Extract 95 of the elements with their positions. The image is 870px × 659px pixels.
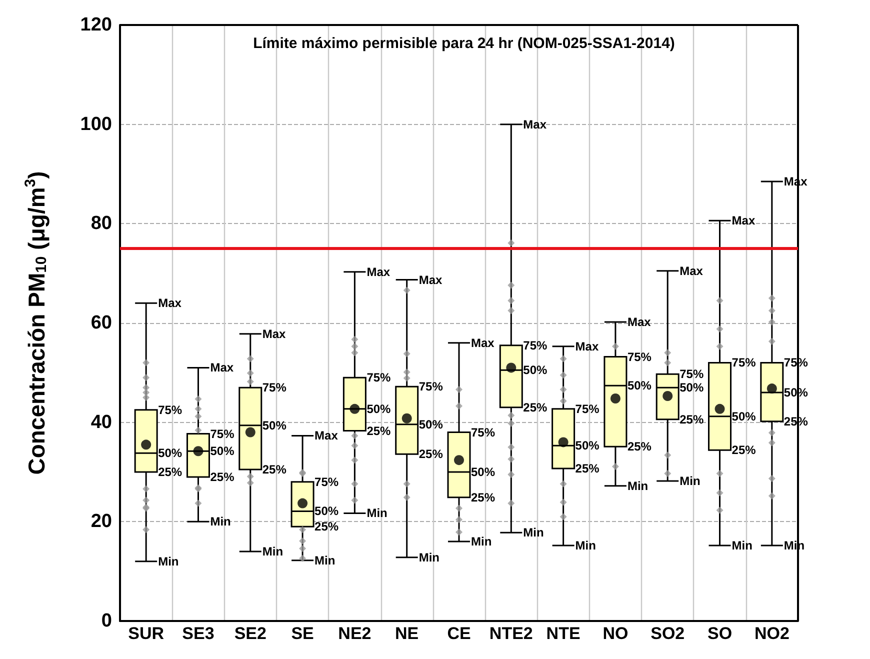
point xyxy=(506,362,516,373)
annotation: 50% xyxy=(627,378,652,393)
y-tick-label: 20 xyxy=(90,511,112,532)
x-tick-label: NE xyxy=(395,624,419,643)
point xyxy=(402,413,412,424)
point xyxy=(714,404,725,414)
annotation: Max xyxy=(418,272,443,287)
annotation: 75% xyxy=(314,474,339,489)
annotation: Min xyxy=(575,538,596,553)
annotation: 75% xyxy=(680,367,704,382)
annotation: 75% xyxy=(471,425,496,440)
point xyxy=(141,440,152,450)
point xyxy=(245,427,256,438)
y-tick-label: 120 xyxy=(80,14,112,36)
annotation: 50% xyxy=(523,363,548,378)
x-tick-label: NO2 xyxy=(754,624,790,643)
annotation: Max xyxy=(471,336,495,350)
annotation: Min xyxy=(418,550,440,564)
annotation: 25% xyxy=(366,424,392,438)
annotation: Min xyxy=(366,506,388,520)
annotation: 25% xyxy=(732,443,756,458)
x-tick-label: SO2 xyxy=(650,624,685,643)
x-tick-label: SE xyxy=(291,624,314,643)
annotation: Max xyxy=(732,214,756,228)
annotation: 25% xyxy=(680,412,704,426)
x-tick-label: SE2 xyxy=(234,624,266,643)
annotation: 25% xyxy=(262,462,287,477)
annotation: Min xyxy=(523,526,544,540)
annotation: Max xyxy=(366,264,390,279)
x-tick-label: SUR xyxy=(128,624,164,643)
point xyxy=(610,393,620,404)
text: Límite máximo permisible para 24 hr (NOM-025-SSA1-2014) xyxy=(253,35,675,52)
annotation: 75% xyxy=(262,380,287,395)
x-tick-label: CE xyxy=(447,624,471,643)
annotation: Max xyxy=(314,428,338,443)
x-tick-label: SO xyxy=(707,624,732,643)
point xyxy=(350,404,360,414)
point xyxy=(454,455,464,466)
point xyxy=(193,446,204,456)
x-tick-label: SE3 xyxy=(182,624,214,643)
annotation: Max xyxy=(262,326,286,341)
annotation: 75% xyxy=(366,370,392,385)
annotation: 75% xyxy=(523,338,548,352)
annotation: 75% xyxy=(732,356,756,370)
annotation: 75% xyxy=(210,426,235,441)
annotation: Max xyxy=(210,360,234,375)
annotation: 25% xyxy=(210,470,235,484)
annotation: 50% xyxy=(575,438,600,453)
annotation: 25% xyxy=(418,447,444,462)
annotation: Min xyxy=(680,474,700,488)
y-axis-title: Concentración PM10 (μg/m3) xyxy=(22,171,50,475)
annotation: Min xyxy=(732,538,752,553)
x-tick-label: NO xyxy=(602,624,628,643)
point xyxy=(766,384,777,394)
y-tick-label: 0 xyxy=(101,610,112,632)
annotation: 75% xyxy=(158,402,182,417)
annotation: 75% xyxy=(627,350,652,364)
annotation: 50% xyxy=(210,444,235,458)
point xyxy=(662,391,673,402)
annotation: Max xyxy=(575,339,599,354)
annotation: Max xyxy=(523,117,547,132)
y-tick-label: 100 xyxy=(80,114,112,135)
y-tick-label: 40 xyxy=(90,412,112,433)
annotation: 50% xyxy=(732,409,756,424)
annotation: 25% xyxy=(158,465,182,479)
annotation: Min xyxy=(262,544,284,558)
annotation: 50% xyxy=(262,418,287,432)
annotation: 25% xyxy=(627,440,652,454)
annotation: Min xyxy=(314,553,336,568)
annotation: 75% xyxy=(418,380,444,394)
annotation: 25% xyxy=(575,462,600,476)
annotation: Max xyxy=(680,264,704,278)
annotation: Min xyxy=(627,478,648,493)
annotation: 75% xyxy=(575,402,600,416)
point xyxy=(298,498,308,508)
x-tick-label: NE2 xyxy=(338,624,372,643)
annotation: Max xyxy=(158,296,182,310)
annotation: Min xyxy=(471,534,492,549)
point xyxy=(558,437,568,448)
annotation: Min xyxy=(210,514,231,529)
annotation: 50% xyxy=(471,465,496,479)
annotation: 25% xyxy=(471,490,496,504)
annotation: 50% xyxy=(366,402,392,416)
annotation: 50% xyxy=(418,417,444,432)
annotation: 50% xyxy=(680,380,704,395)
annotation: 50% xyxy=(314,504,339,518)
y-tick-label: 60 xyxy=(90,312,112,334)
x-tick-label: NTE2 xyxy=(489,624,533,643)
annotation: 25% xyxy=(523,400,548,414)
annotation: Max xyxy=(627,315,652,330)
annotation: 25% xyxy=(314,520,339,534)
y-tick-label: 80 xyxy=(90,213,112,234)
annotation: Min xyxy=(158,554,179,568)
annotation: 50% xyxy=(158,446,182,460)
x-tick-label: NTE xyxy=(546,624,580,643)
